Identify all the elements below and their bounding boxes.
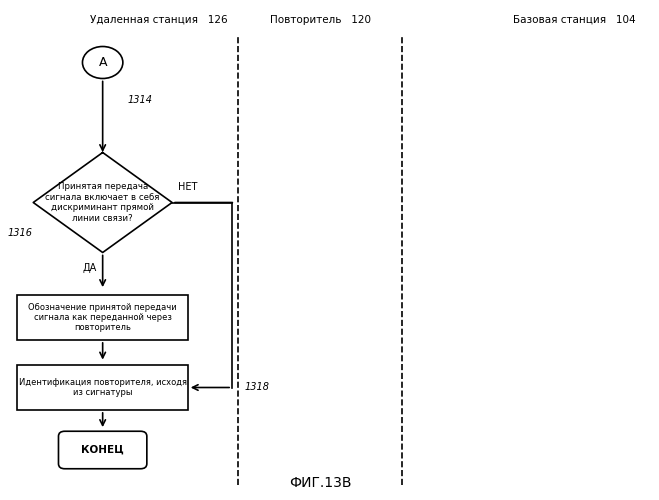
Text: Удаленная станция   126: Удаленная станция 126 bbox=[90, 15, 227, 25]
Text: Повторитель   120: Повторитель 120 bbox=[270, 15, 371, 25]
Text: А: А bbox=[98, 56, 107, 69]
Text: НЕТ: НЕТ bbox=[179, 182, 198, 192]
Text: ДА: ДА bbox=[82, 262, 96, 272]
Text: Принятая передача
сигнала включает в себя
дискриминант прямой
линии связи?: Принятая передача сигнала включает в себ… bbox=[45, 182, 160, 222]
Text: 1316: 1316 bbox=[8, 228, 33, 237]
Text: Идентификация повторителя, исходя
из сигнатуры: Идентификация повторителя, исходя из сиг… bbox=[18, 378, 186, 397]
Text: Обозначение принятой передачи
сигнала как переданной через
повторитель: Обозначение принятой передачи сигнала ка… bbox=[28, 302, 177, 332]
Text: ФИГ.13В: ФИГ.13В bbox=[289, 476, 352, 490]
FancyBboxPatch shape bbox=[17, 295, 188, 340]
FancyBboxPatch shape bbox=[17, 365, 188, 410]
FancyBboxPatch shape bbox=[59, 431, 147, 469]
Text: Базовая станция   104: Базовая станция 104 bbox=[513, 15, 635, 25]
Text: 1318: 1318 bbox=[244, 382, 270, 392]
Polygon shape bbox=[33, 152, 172, 252]
Text: 1314: 1314 bbox=[128, 95, 153, 105]
Circle shape bbox=[82, 46, 123, 78]
Text: КОНЕЦ: КОНЕЦ bbox=[81, 445, 124, 455]
